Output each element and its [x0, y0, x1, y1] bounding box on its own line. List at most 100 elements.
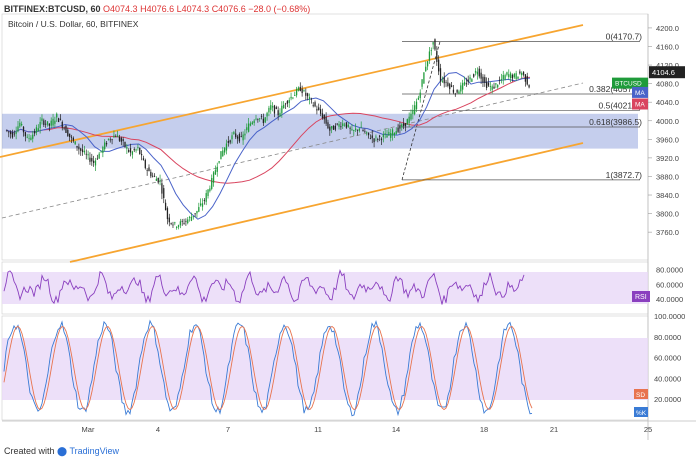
candle-body [474, 70, 477, 73]
candle-body [343, 124, 346, 126]
candle-body [46, 121, 49, 125]
candle-body [271, 106, 274, 108]
candle-body [54, 120, 56, 124]
candle-body [273, 105, 276, 114]
fib-level-label: 0.5(4021.7) [599, 101, 643, 111]
candle-body [111, 139, 113, 141]
candle-body [238, 134, 241, 142]
rsi-tag-label: RSI [635, 294, 647, 301]
price-tick-label: 3880.0 [656, 172, 679, 181]
candle-body [69, 133, 71, 137]
candle-body [33, 131, 36, 134]
symbol-label: BITFINEX:BTCUSD, 60 [4, 4, 101, 14]
candle-body [356, 129, 359, 131]
candle-body [471, 79, 473, 82]
candle-body [354, 128, 357, 131]
candle-body [412, 109, 414, 115]
candle-body [21, 123, 23, 126]
candle-body [87, 154, 89, 156]
candle-body [203, 200, 205, 201]
candle-body [393, 133, 396, 136]
candle-body [332, 125, 335, 130]
candle-body [59, 118, 62, 120]
candle-body [28, 138, 30, 140]
price-tick-label: 3960.0 [656, 135, 679, 144]
candle-body [240, 136, 242, 137]
candle-body [362, 129, 364, 131]
price-panel[interactable] [1, 13, 649, 261]
candle-body [268, 107, 270, 113]
candle-body [227, 141, 229, 143]
candle-body [388, 131, 390, 136]
candle-body [223, 147, 226, 153]
candle-body [511, 74, 514, 79]
candle-body [98, 153, 100, 159]
candle-body [419, 92, 421, 99]
candle-body [465, 83, 467, 85]
candle-body [299, 86, 301, 91]
candle-body [65, 125, 67, 133]
candle-body [205, 193, 207, 202]
candle-body [463, 82, 466, 85]
change-label: −28.0 (−0.68%) [248, 4, 311, 14]
candle-body [445, 81, 447, 83]
candle-body [183, 223, 185, 224]
candle-body [414, 105, 416, 115]
candle-body [519, 71, 521, 74]
footer: Created with ⬤ TradingView [4, 446, 119, 457]
candle-body [37, 128, 39, 131]
candle-body [122, 139, 124, 142]
candle-body [142, 158, 145, 161]
candle-body [113, 135, 115, 138]
brand-label[interactable]: TradingView [69, 446, 119, 456]
candle-body [489, 86, 491, 87]
candle-body [288, 99, 290, 103]
candle-body [218, 161, 220, 163]
candle-body [105, 142, 108, 145]
stoch-d-line [3, 325, 533, 411]
candle-body [264, 117, 266, 123]
candle-body [168, 217, 170, 223]
candle-body [172, 224, 174, 226]
candle-body [116, 135, 119, 138]
candles-group [6, 38, 530, 230]
candle-body [32, 134, 34, 139]
candle-body [201, 203, 204, 207]
candle-body [137, 147, 139, 148]
candle-body [259, 118, 261, 120]
candle-body [139, 147, 141, 154]
candle-body [478, 68, 480, 77]
fib-trendline [401, 41, 441, 180]
candle-body [92, 160, 95, 163]
candle-body [236, 136, 239, 139]
candle-body [417, 97, 420, 100]
candle-body [225, 143, 228, 151]
candle-body [163, 188, 165, 199]
candle-body [316, 109, 318, 111]
candle-body [473, 74, 475, 77]
candle-body [50, 120, 52, 126]
candle-body [74, 141, 76, 145]
candle-body [319, 109, 322, 114]
candle-body [495, 83, 497, 85]
candle-body [502, 75, 504, 80]
candle-body [185, 220, 187, 222]
candle-body [397, 127, 399, 132]
candle-body [181, 220, 183, 222]
candle-body [67, 129, 69, 137]
candle-body [508, 74, 510, 78]
rsi-line [3, 269, 525, 305]
candle-body [209, 188, 211, 192]
candle-body [146, 170, 148, 171]
ohlc-o2: O4074.3 [103, 4, 138, 14]
price-tick-label: 4000.0 [656, 117, 679, 126]
candle-body [382, 134, 384, 138]
candle-body [187, 219, 189, 224]
candle-body [308, 97, 311, 100]
candle-body [76, 146, 78, 148]
candle-body [107, 138, 110, 140]
candle-body [462, 83, 464, 90]
candle-body [432, 42, 434, 45]
rsi-tick-label: 40.0000 [656, 295, 683, 304]
